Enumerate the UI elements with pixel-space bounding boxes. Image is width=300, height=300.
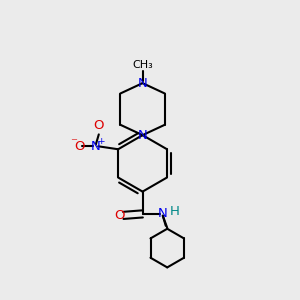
Text: N: N — [158, 207, 168, 220]
Text: N: N — [91, 140, 101, 153]
Text: N: N — [138, 76, 147, 90]
Text: CH₃: CH₃ — [132, 60, 153, 70]
Text: O: O — [74, 140, 85, 153]
Text: ⁻: ⁻ — [70, 136, 77, 149]
Text: H: H — [169, 205, 179, 218]
Text: O: O — [94, 119, 104, 132]
Text: O: O — [114, 209, 125, 222]
Text: +: + — [98, 137, 105, 146]
Text: N: N — [138, 129, 147, 142]
